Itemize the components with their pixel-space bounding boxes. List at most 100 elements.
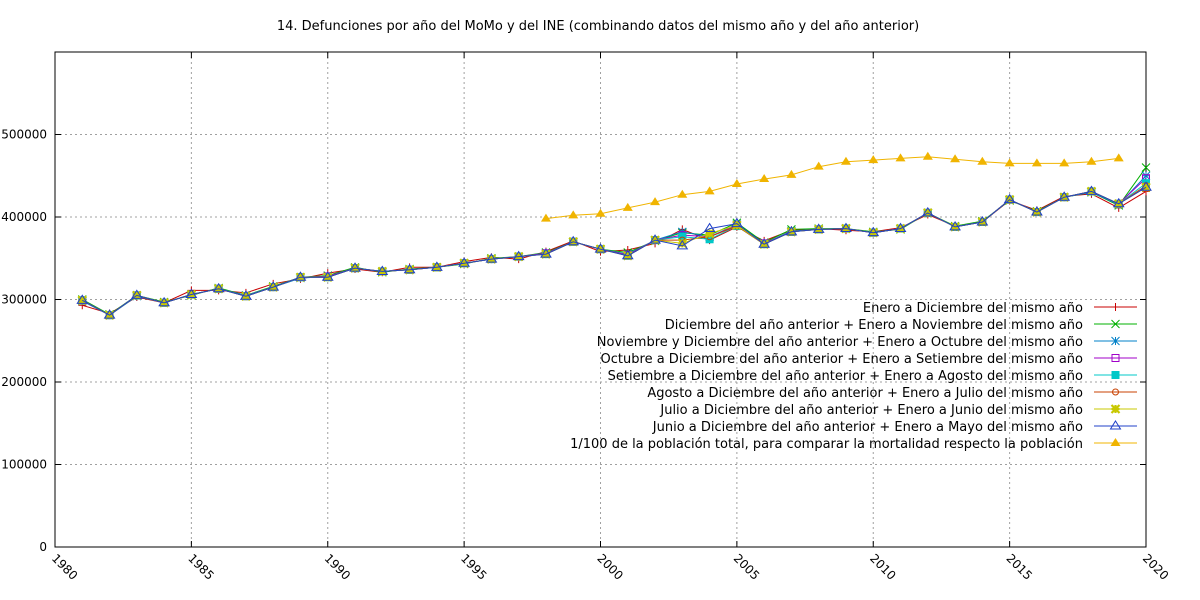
data-point (676, 239, 689, 250)
legend-label: Diciembre del año anterior + Enero a Nov… (665, 318, 1083, 333)
legend-label: Octubre a Diciembre del año anterior + E… (601, 352, 1083, 367)
legend-entry: Agosto a Diciembre del año anterior + En… (647, 386, 1137, 401)
legend-entry: Setiembre a Diciembre del año anterior +… (608, 369, 1137, 384)
legend-label: Agosto a Diciembre del año anterior + En… (647, 386, 1083, 401)
data-point (921, 206, 934, 217)
data-point (77, 295, 88, 306)
data-point (512, 250, 525, 261)
data-point (895, 153, 906, 162)
data-point (1031, 158, 1042, 167)
data-point (1113, 153, 1124, 162)
x-tick-label: 1995 (458, 551, 489, 582)
data-point (703, 222, 716, 233)
data-point (485, 253, 498, 263)
data-point (785, 225, 798, 236)
data-point (704, 228, 715, 239)
x-tick-label: 1990 (322, 551, 353, 582)
series-8 (540, 151, 1124, 222)
data-point (813, 161, 824, 170)
data-point (594, 243, 607, 253)
legend-marker (1111, 354, 1120, 362)
data-point (677, 189, 688, 198)
x-tick-label: 1985 (185, 551, 216, 582)
legend: Enero a Diciembre del mismo año Diciembre… (570, 301, 1137, 452)
data-point (458, 257, 471, 267)
data-point (1140, 181, 1152, 191)
data-point (376, 265, 389, 275)
data-point (649, 234, 661, 244)
data-point (294, 271, 307, 281)
legend-marker (1111, 319, 1120, 329)
legend-entry: Octubre a Diciembre del año anterior + E… (601, 352, 1137, 367)
data-point (185, 288, 198, 299)
legend-marker (1110, 438, 1121, 446)
data-point (786, 169, 797, 178)
data-point (730, 217, 743, 228)
series-area (76, 151, 1152, 320)
legend-label: 1/100 de la población total, para compar… (570, 437, 1083, 452)
series-line (82, 175, 1147, 316)
data-point (840, 222, 852, 233)
series-4 (78, 179, 1150, 320)
series-2 (77, 171, 1151, 320)
series-1 (77, 163, 1151, 319)
legend-label: Noviembre y Diciembre del año anterior +… (597, 335, 1083, 350)
data-point (812, 223, 825, 233)
legend-entry: Diciembre del año anterior + Enero a Nov… (665, 318, 1137, 333)
legend-marker (1111, 371, 1120, 379)
data-point (867, 226, 880, 237)
data-point (894, 222, 907, 233)
legend-entry: Junio a Diciembre del año anterior + Ene… (652, 420, 1137, 435)
data-point (1141, 171, 1151, 181)
legend-label: Enero a Diciembre del mismo año (863, 301, 1083, 316)
data-point (732, 220, 742, 231)
chart-title: 14. Defunciones por año del MoMo y del I… (277, 19, 919, 34)
data-point (949, 220, 961, 231)
data-point (1030, 206, 1043, 216)
grid-lines (55, 52, 1146, 547)
data-point (1003, 193, 1016, 204)
legend-marker (1111, 336, 1120, 346)
data-point (540, 248, 552, 258)
legend-marker (1112, 388, 1119, 396)
series-3 (78, 174, 1150, 320)
y-tick-label: 100000 (1, 458, 47, 472)
data-point (595, 208, 606, 217)
data-point (621, 249, 634, 260)
data-point (1141, 163, 1151, 172)
data-point (349, 262, 361, 272)
legend-label: Junio a Diciembre del año anterior + Ene… (652, 420, 1083, 435)
legend-marker (1109, 420, 1122, 430)
x-tick-label: 1980 (49, 551, 80, 582)
data-point (840, 156, 851, 165)
y-tick-label: 0 (39, 540, 47, 554)
data-point (758, 238, 771, 248)
data-point (922, 151, 933, 160)
y-tick-label: 400000 (1, 210, 47, 224)
data-point (1004, 158, 1015, 167)
data-point (403, 263, 416, 274)
data-point (704, 186, 715, 195)
data-point (977, 156, 988, 165)
data-point (76, 294, 89, 304)
data-point (430, 261, 443, 271)
y-tick-label: 300000 (1, 293, 47, 307)
data-point (677, 238, 688, 249)
data-point (212, 282, 225, 293)
data-point (567, 235, 580, 246)
data-point (103, 309, 116, 319)
data-point (1059, 158, 1070, 167)
data-point (240, 290, 252, 300)
series-line (545, 156, 1119, 220)
data-point (321, 271, 334, 281)
data-point (1086, 156, 1097, 165)
data-point (1112, 197, 1125, 208)
data-point (731, 179, 742, 187)
data-point (650, 197, 661, 206)
data-point (1085, 185, 1098, 195)
x-tick-label: 2005 (731, 551, 762, 582)
data-point (868, 155, 879, 164)
data-point (158, 296, 171, 307)
legend-entry: Noviembre y Diciembre del año anterior +… (597, 335, 1137, 350)
